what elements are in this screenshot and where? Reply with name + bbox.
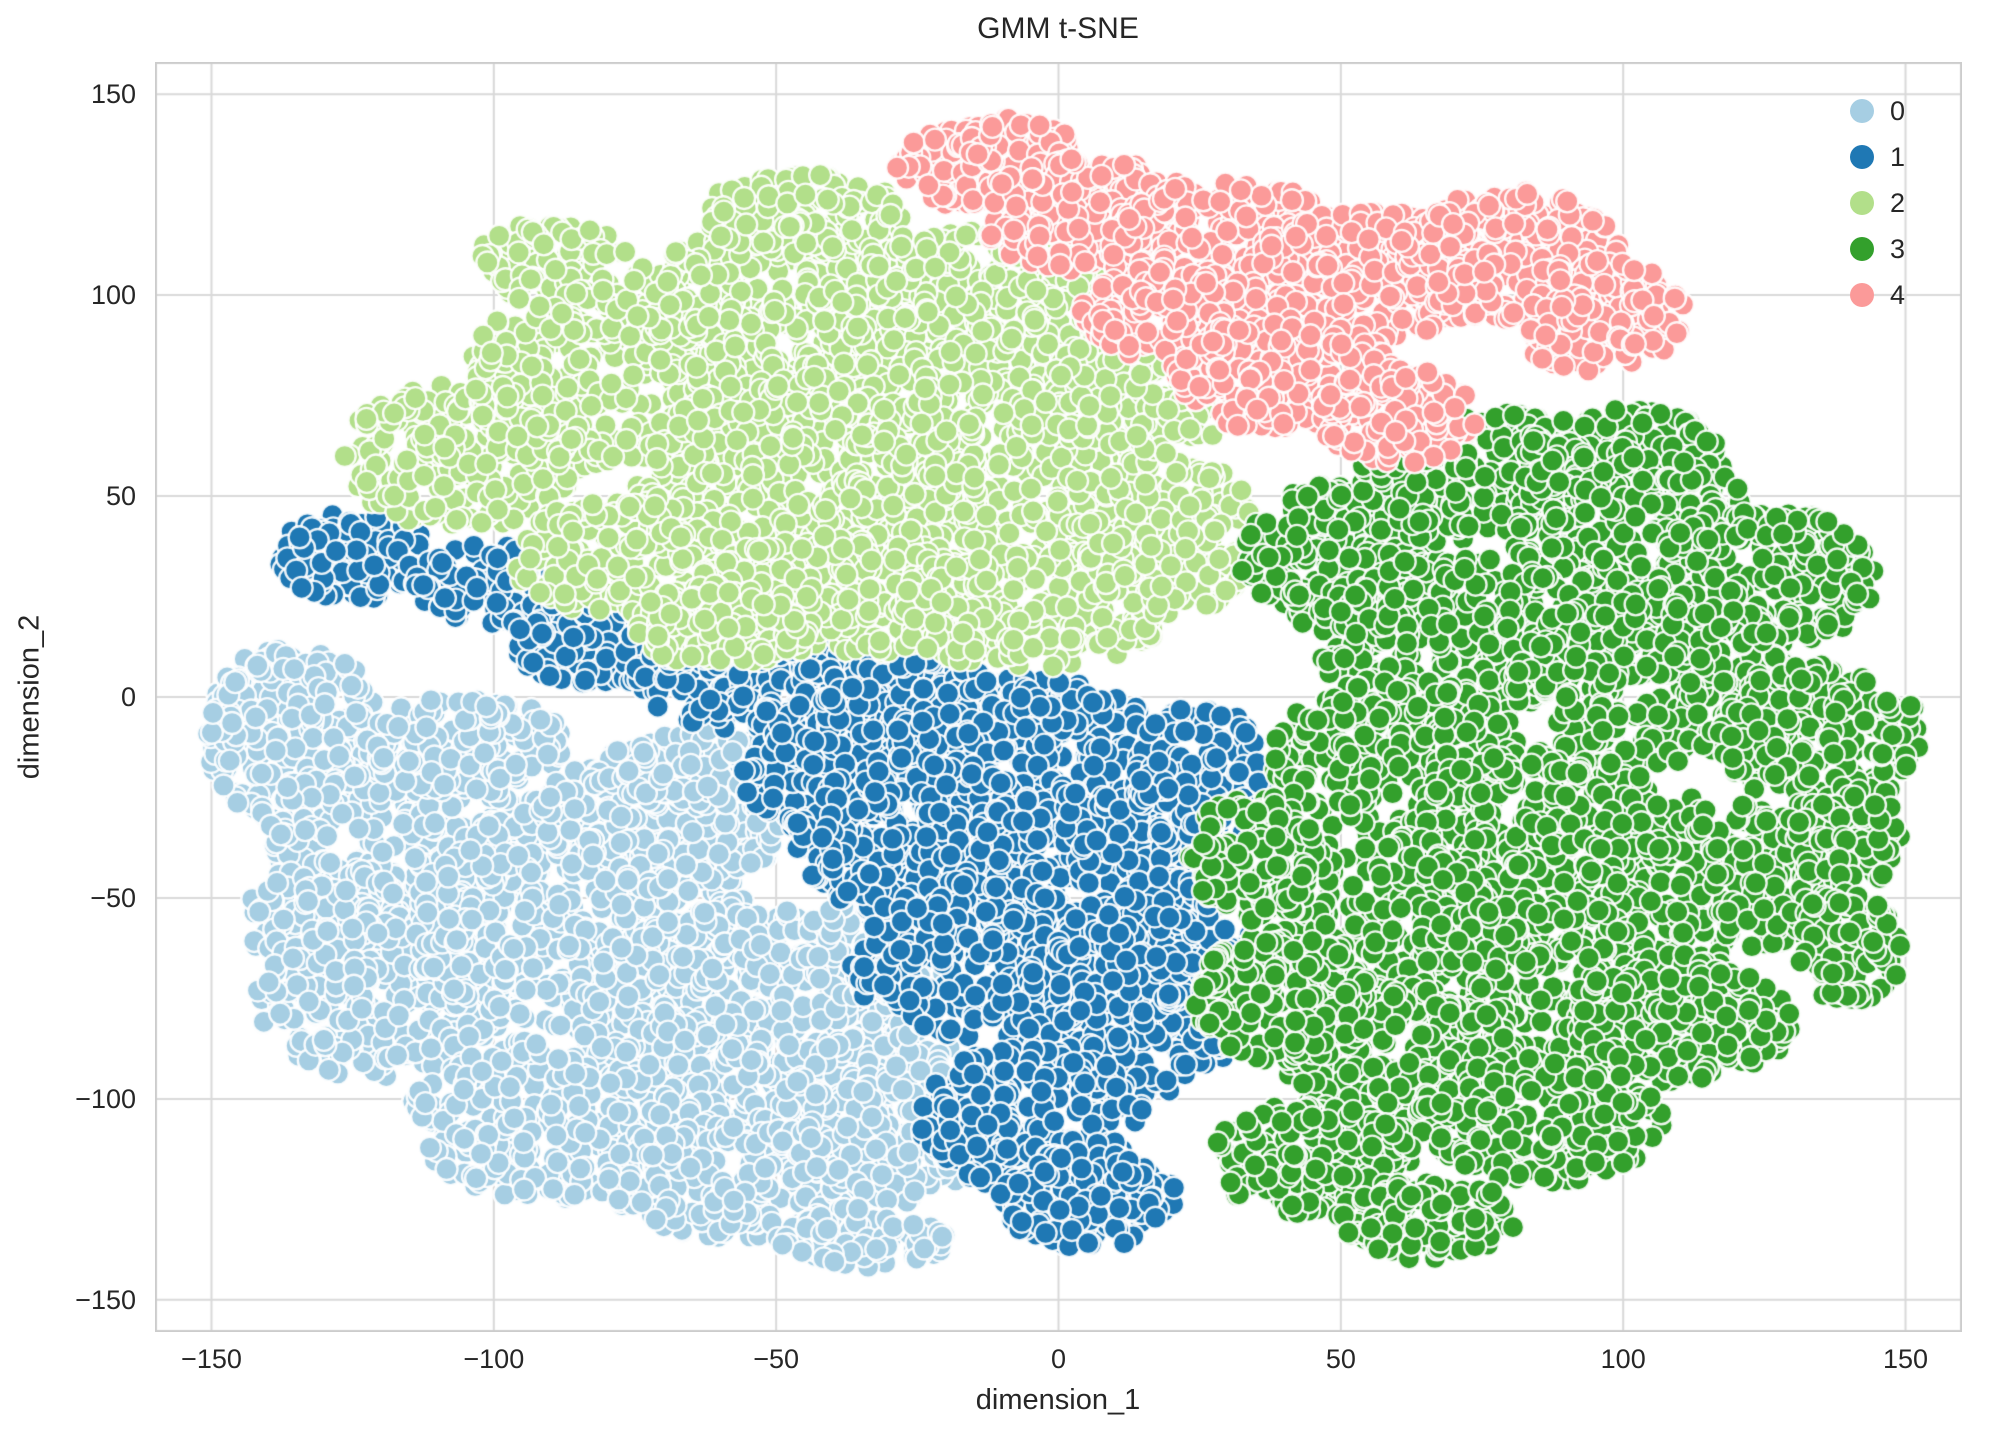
x-axis-label: dimension_1 [975, 1384, 1141, 1416]
legend-label: 1 [1890, 141, 1906, 172]
x-tick-label: −50 [753, 1344, 800, 1374]
x-tick-label: 0 [1050, 1344, 1067, 1374]
legend-label: 0 [1890, 95, 1906, 126]
legend-marker-icon [1850, 145, 1874, 169]
x-tick-label: 50 [1325, 1344, 1356, 1374]
y-tick-label: 100 [90, 280, 136, 311]
legend-item: 0 [1850, 94, 1905, 128]
x-tick-label: −100 [463, 1344, 525, 1374]
legend-item: 4 [1850, 278, 1905, 312]
legend-marker-icon [1850, 99, 1874, 123]
legend-marker-icon [1850, 283, 1874, 307]
scatter-plot-canvas [155, 62, 1962, 1332]
legend-marker-icon [1850, 191, 1874, 215]
y-tick-label: 50 [105, 481, 136, 512]
legend-marker-icon [1850, 237, 1874, 261]
legend-item: 2 [1850, 186, 1905, 220]
chart-title: GMM t-SNE [977, 12, 1139, 45]
legend-label: 3 [1890, 233, 1906, 264]
y-tick-label: −150 [75, 1284, 136, 1315]
x-tick-label: 150 [1883, 1344, 1929, 1374]
legend: 0 1 2 3 4 [1850, 94, 1905, 312]
legend-item: 1 [1850, 140, 1905, 174]
y-tick-label: −100 [75, 1083, 136, 1114]
legend-label: 4 [1890, 279, 1906, 310]
y-tick-label: 150 [90, 79, 136, 110]
y-tick-label: 0 [120, 682, 136, 712]
y-tick-label: −50 [90, 882, 136, 913]
x-tick-label: −150 [181, 1344, 242, 1374]
legend-label: 2 [1890, 187, 1906, 218]
legend-item: 3 [1850, 232, 1905, 266]
x-tick-label: 100 [1600, 1344, 1646, 1374]
